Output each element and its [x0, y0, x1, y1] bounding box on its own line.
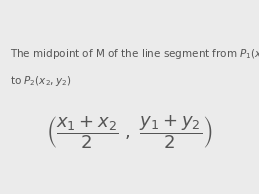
Text: The midpoint of M of the line segment from $P_1$$(x_1, y_1)$: The midpoint of M of the line segment fr…: [10, 47, 259, 61]
Text: to $P_2$$(x_2, y_2)$: to $P_2$$(x_2, y_2)$: [10, 74, 72, 88]
Text: $\left( \dfrac{x_1 + x_2}{2} \ , \ \dfrac{y_1 + y_2}{2} \right)$: $\left( \dfrac{x_1 + x_2}{2} \ , \ \dfra…: [46, 113, 213, 151]
